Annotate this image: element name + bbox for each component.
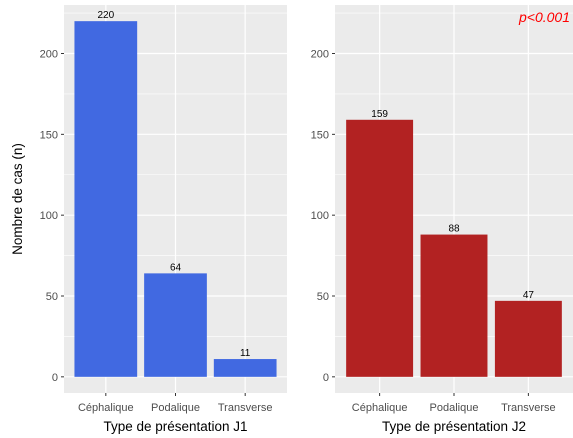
panel-2-x-tick-label-3: Transverse bbox=[501, 402, 556, 414]
panel-2-x-tick-label-1: Céphalique bbox=[352, 402, 408, 414]
panel-2-y-tick-label: 200 bbox=[311, 49, 329, 61]
panel-2-bar-3 bbox=[494, 300, 562, 377]
panel-1-data-label-3: 11 bbox=[240, 348, 251, 359]
panel-2-x-axis-title: Type de présentation J2 bbox=[382, 419, 526, 434]
panel-2-x-tick-label-2: Podalique bbox=[430, 402, 479, 414]
panel-1-y-tick-label: 100 bbox=[40, 210, 58, 222]
panel-1-x-tick-label-3: Transverse bbox=[218, 402, 273, 414]
panel-1-y-tick-label: 150 bbox=[40, 129, 58, 141]
panel-1-data-label-1: 220 bbox=[97, 10, 114, 21]
panel-2-y-tick-label: 150 bbox=[311, 129, 329, 141]
panel-1-y-tick-label: 50 bbox=[46, 291, 58, 303]
panel-1-x-tick-label-1: Céphalique bbox=[78, 402, 134, 414]
panel-2-data-label-1: 159 bbox=[371, 109, 388, 120]
panel-2-data-label-2: 88 bbox=[448, 224, 460, 235]
panel-1-data-label-2: 64 bbox=[170, 262, 182, 273]
panel-2-p-value-annotation: p<0.001 bbox=[518, 9, 570, 25]
panel-2-data-label-3: 47 bbox=[523, 290, 535, 301]
panel-1-y-tick-label: 200 bbox=[40, 49, 58, 61]
panel-2-y-tick-label: 50 bbox=[317, 291, 329, 303]
panel-1-y-tick-label: 0 bbox=[52, 372, 58, 384]
panel-2-bar-2 bbox=[420, 234, 488, 377]
panel-1-x-tick-label-2: Podalique bbox=[151, 402, 200, 414]
panel-1-bar-1 bbox=[74, 21, 138, 377]
panel-1-x-axis-title: Type de présentation J1 bbox=[103, 419, 247, 434]
panel-2-y-tick-label: 0 bbox=[323, 372, 329, 384]
panel-2-y-tick-label: 100 bbox=[311, 210, 329, 222]
panel-1-bar-2 bbox=[144, 273, 207, 377]
panel-1-bar-3 bbox=[213, 359, 277, 377]
panel-1-y-axis-title: Nombre de cas (n) bbox=[10, 143, 25, 255]
panel-2-bar-1 bbox=[346, 119, 414, 377]
